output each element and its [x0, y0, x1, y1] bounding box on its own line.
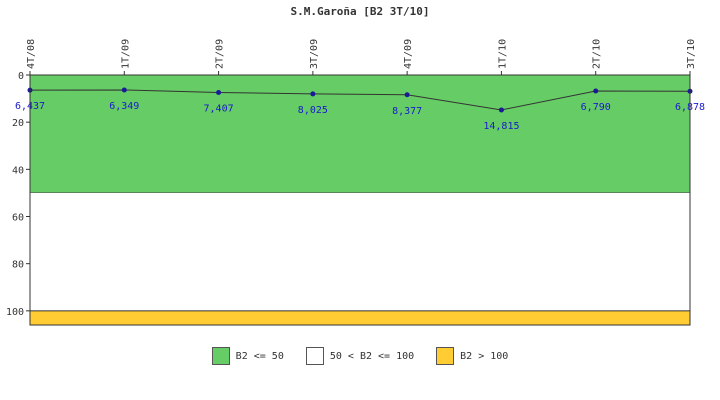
data-label: 14,815	[483, 121, 519, 132]
legend: B2 <= 50 50 < B2 <= 100 B2 > 100	[0, 344, 720, 368]
data-point	[121, 87, 127, 93]
data-label: 6,790	[581, 102, 611, 113]
y-tick-label: 60	[12, 213, 24, 224]
legend-item: B2 <= 50	[211, 347, 284, 365]
legend-swatch	[436, 347, 455, 365]
legend-item: 50 < B2 <= 100	[305, 347, 415, 365]
y-axis: 0 20 40 60 80 100	[6, 71, 30, 318]
y-tick-label: 100	[6, 307, 24, 318]
legend-swatch	[305, 347, 324, 365]
legend-item: B2 > 100	[436, 347, 508, 365]
data-label: 7,407	[204, 103, 234, 114]
data-point	[216, 89, 222, 95]
chart-title: S.M.Garoña [B2 3T/10]	[290, 5, 429, 18]
data-label: 6,349	[109, 101, 139, 112]
data-label: 8,377	[392, 106, 422, 117]
x-tick-label: 3T/10	[686, 39, 697, 69]
legend-label: 50 < B2 <= 100	[329, 350, 415, 362]
x-tick-label: 1T/09	[120, 39, 131, 69]
series-line	[29, 89, 691, 111]
band-1	[30, 192, 690, 311]
band-0	[30, 75, 690, 193]
data-point	[310, 91, 316, 97]
y-tick-label: 40	[12, 165, 24, 176]
y-tick-label: 20	[12, 118, 24, 129]
x-axis: 4T/08 1T/09 2T/09 3T/09 4T/09 1T/10 2T/10 3T/10	[26, 39, 697, 75]
x-tick-label: 4T/08	[26, 39, 37, 69]
plot-frame	[29, 74, 691, 326]
data-point	[498, 107, 504, 113]
legend-swatch	[211, 347, 230, 365]
y-tick-label: 80	[12, 260, 24, 271]
data-point	[404, 92, 410, 98]
x-tick-label: 2T/10	[592, 39, 603, 69]
x-tick-label: 1T/10	[497, 39, 508, 69]
data-label: 8,025	[298, 105, 328, 116]
legend-label: B2 > 100	[460, 350, 509, 362]
data-point	[593, 88, 599, 94]
y-tick-label: 0	[18, 71, 24, 82]
legend-label: B2 <= 50	[235, 350, 284, 362]
x-tick-label: 4T/09	[403, 39, 414, 69]
x-tick-label: 2T/09	[215, 39, 226, 69]
band-2	[30, 310, 690, 325]
x-tick-label: 3T/09	[309, 39, 320, 69]
